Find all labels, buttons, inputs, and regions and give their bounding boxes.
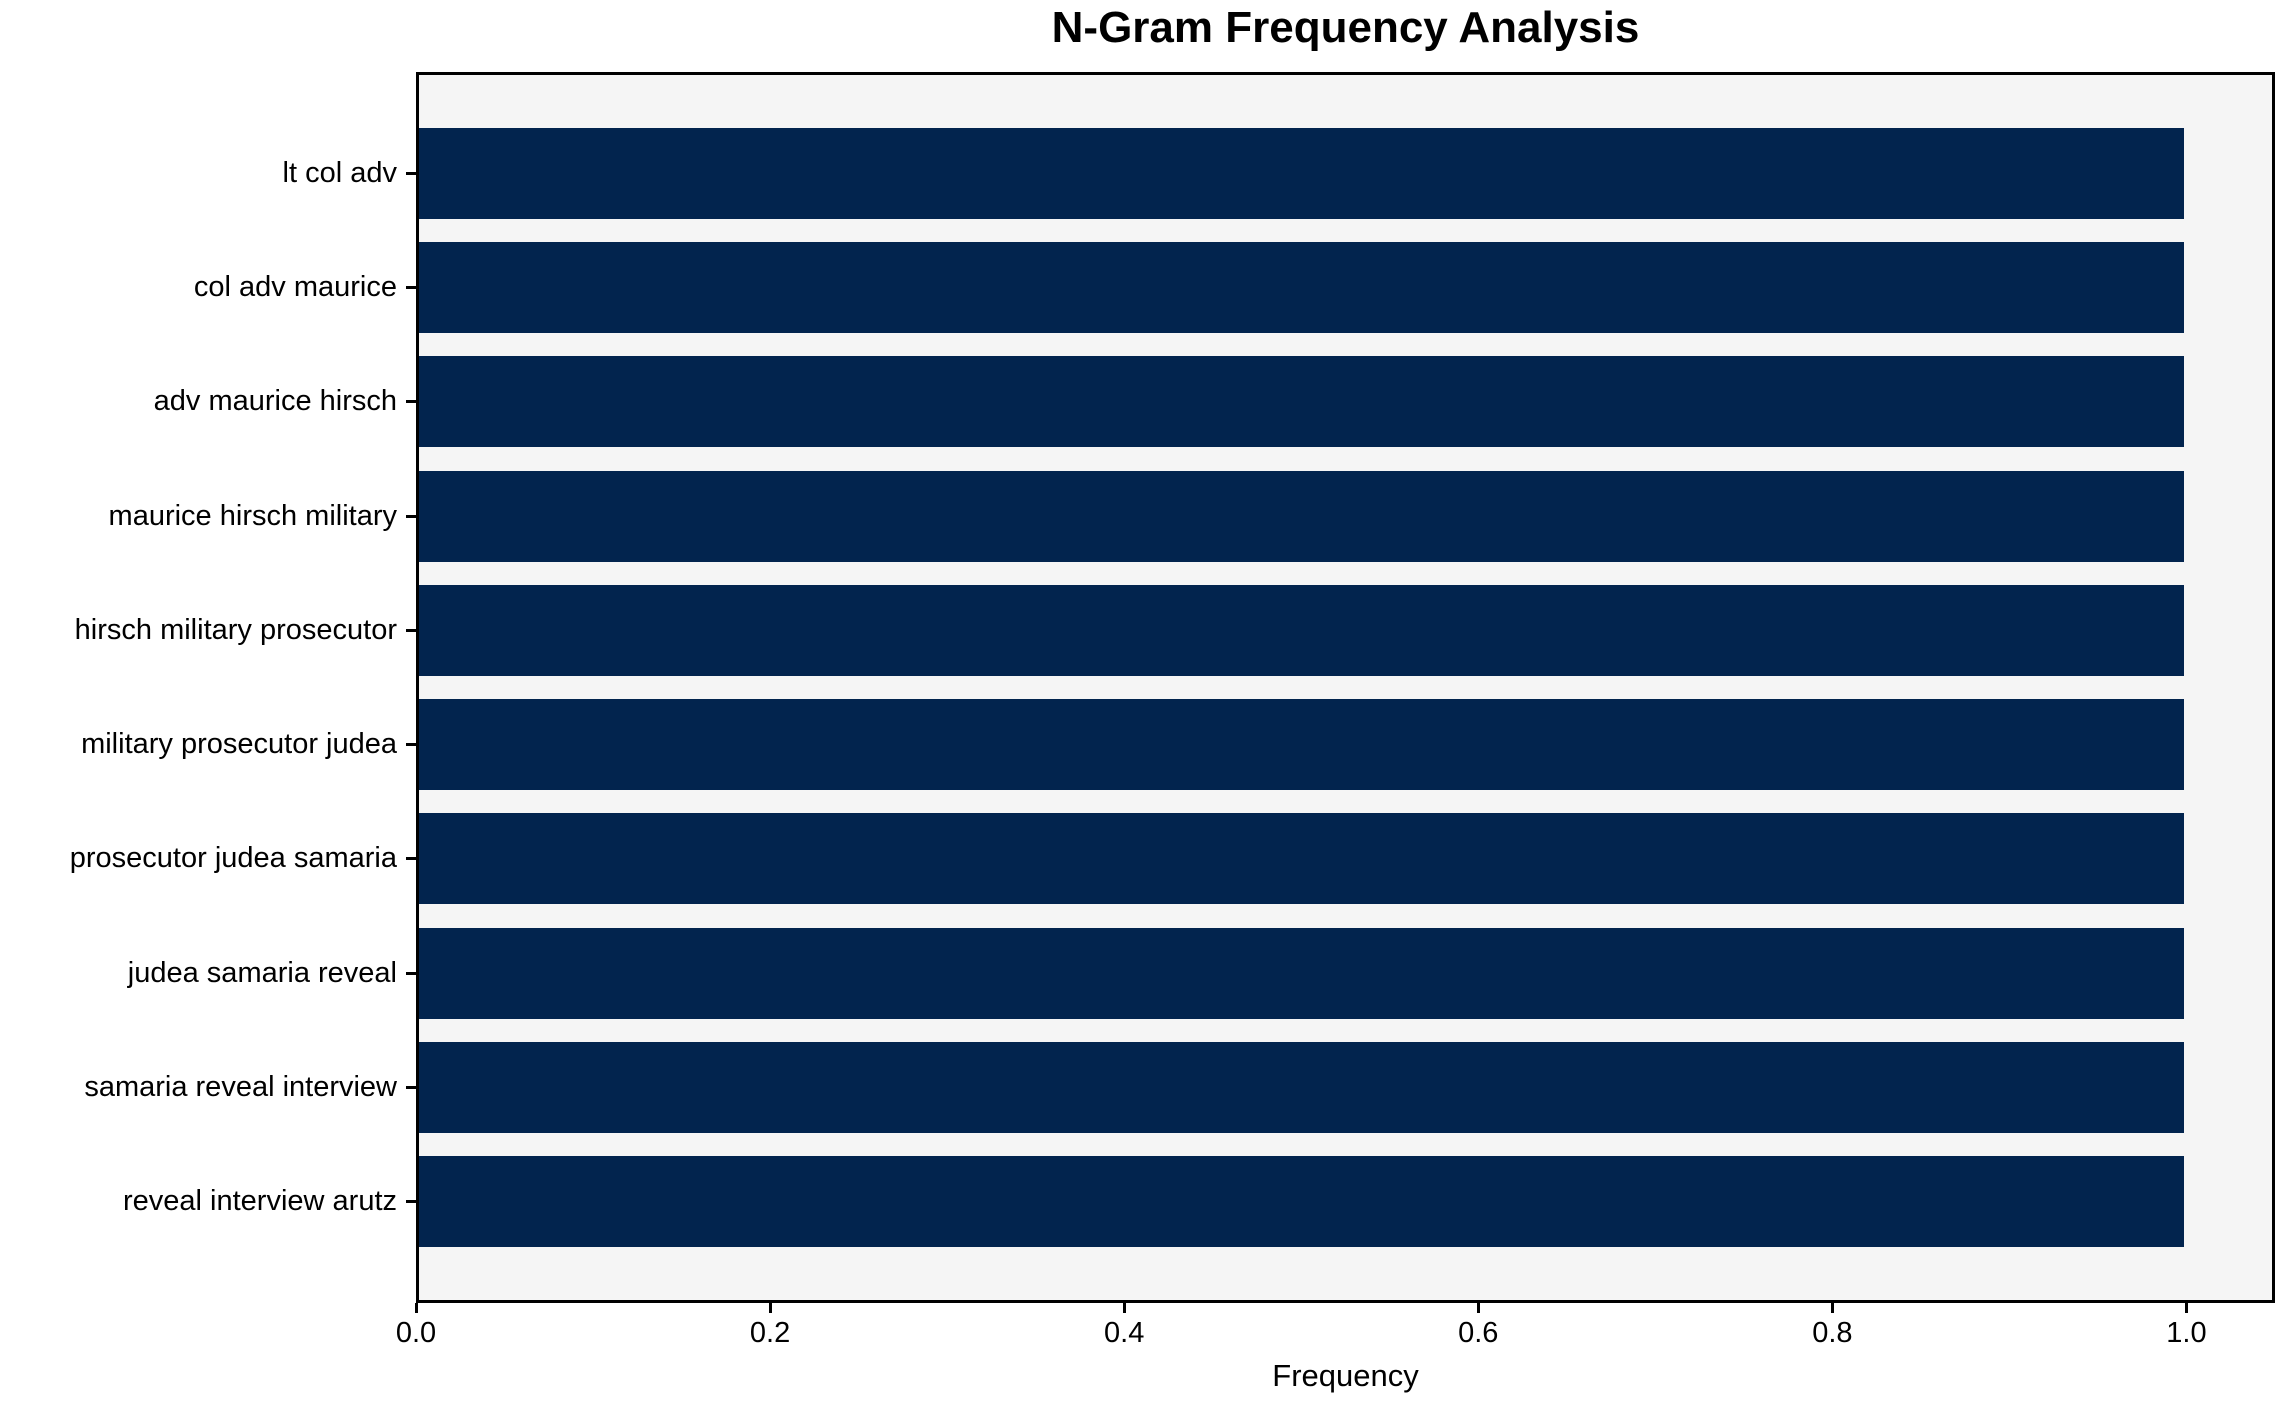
x-tick-label: 0.0 <box>395 1317 437 1349</box>
x-tick-label: 0.4 <box>1104 1317 1145 1349</box>
bar <box>419 242 2184 334</box>
y-axis-label: lt col adv <box>282 157 397 189</box>
y-tick-mark <box>406 857 416 861</box>
bar-row <box>419 470 2272 562</box>
bar <box>419 699 2184 791</box>
y-tick-mark <box>406 971 416 975</box>
y-axis-label-row: maurice hirsch military <box>0 471 416 562</box>
x-tick-mark <box>2184 1303 2188 1313</box>
y-axis-labels: lt col adv col adv maurice adv maurice h… <box>0 72 416 1303</box>
y-axis-label: maurice hirsch military <box>108 499 397 532</box>
y-axis-label: col adv maurice <box>193 271 397 304</box>
bar <box>419 1041 2184 1133</box>
y-tick-mark <box>406 514 416 518</box>
bars-container <box>419 75 2272 1300</box>
bar-row <box>419 699 2272 791</box>
y-tick-mark <box>406 286 416 290</box>
y-tick-mark <box>406 1199 416 1203</box>
bar <box>419 356 2184 448</box>
y-axis-label-row: reveal interview arutz <box>0 1156 416 1247</box>
bar <box>419 1155 2184 1247</box>
x-axis-title: Frequency <box>1272 1358 1419 1393</box>
bar-row <box>419 128 2272 219</box>
bar-row <box>419 1155 2272 1247</box>
bar-row <box>419 356 2272 448</box>
y-axis-label: samaria reveal interview <box>84 1070 397 1103</box>
y-axis-label: reveal interview arutz <box>123 1184 397 1217</box>
y-axis-label-row: lt col adv <box>0 128 416 219</box>
y-axis-label-row: col adv maurice <box>0 242 416 333</box>
x-axis: 0.0 0.2 0.4 0.6 0.8 1.0 <box>396 1303 2275 1363</box>
plot-area <box>416 72 2275 1303</box>
x-tick-label: 0.8 <box>1812 1317 1853 1349</box>
y-axis-label-row: judea samaria reveal <box>0 928 416 1019</box>
x-tick-mark <box>768 1303 772 1313</box>
bar-row <box>419 813 2272 905</box>
y-tick-mark <box>406 172 416 175</box>
y-tick-mark <box>406 1085 416 1089</box>
y-axis-label: military prosecutor judea <box>81 728 397 761</box>
y-axis-label-row: prosecutor judea samaria <box>0 813 416 904</box>
bar <box>419 128 2184 219</box>
bar-row <box>419 927 2272 1019</box>
chart-title: N-Gram Frequency Analysis <box>1051 3 1640 52</box>
x-tick-label: 1.0 <box>2166 1317 2207 1349</box>
y-axis-label-row: hirsch military prosecutor <box>0 585 416 676</box>
bar <box>419 470 2184 562</box>
bar-row <box>419 584 2272 676</box>
bar <box>419 927 2184 1019</box>
bar <box>419 584 2184 676</box>
y-tick-mark <box>406 743 416 747</box>
x-tick-mark <box>414 1303 418 1313</box>
bar-row <box>419 242 2272 334</box>
y-axis-label-row: adv maurice hirsch <box>0 356 416 447</box>
y-axis-label: prosecutor judea samaria <box>69 842 397 875</box>
y-axis-label: adv maurice hirsch <box>153 385 397 418</box>
x-tick-mark <box>1830 1303 1834 1313</box>
y-axis-label: judea samaria reveal <box>127 956 397 989</box>
y-axis-label-row: samaria reveal interview <box>0 1042 416 1133</box>
y-axis-label-row: military prosecutor judea <box>0 699 416 790</box>
y-axis-label: hirsch military prosecutor <box>74 613 397 646</box>
x-tick-mark <box>1476 1303 1480 1313</box>
bar <box>419 813 2184 905</box>
x-tick-label: 0.6 <box>1458 1317 1499 1349</box>
x-tick-mark <box>1122 1303 1126 1313</box>
bar-row <box>419 1041 2272 1133</box>
y-tick-mark <box>406 400 416 404</box>
y-tick-mark <box>406 628 416 632</box>
x-tick-label: 0.2 <box>749 1317 791 1349</box>
